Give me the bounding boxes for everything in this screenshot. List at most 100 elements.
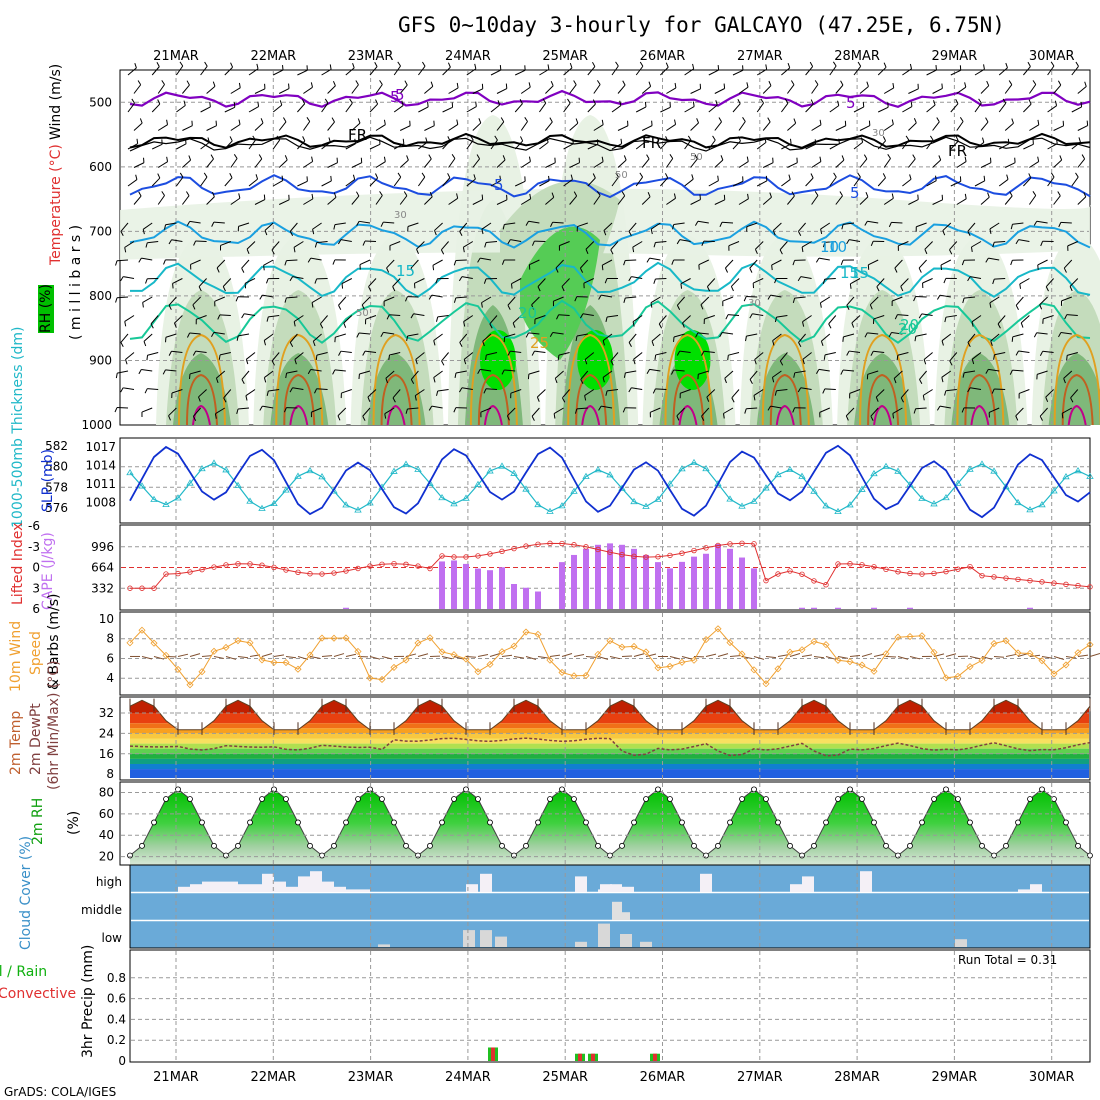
wind-barb-feather (188, 155, 192, 161)
li-tick: -6 (28, 519, 40, 533)
wind-barb-feather (985, 257, 989, 263)
wind-barb (463, 352, 474, 360)
wind-barb (321, 141, 331, 150)
rh-marker (427, 842, 433, 849)
wind-barb (313, 333, 322, 342)
wind-barb-feather (978, 98, 982, 104)
wind-barb-feather (388, 354, 390, 361)
wind-barb (974, 68, 985, 76)
wind-barb-feather (1045, 286, 1049, 292)
wind-barb-feather (238, 82, 241, 88)
li-tick: 3 (32, 581, 40, 595)
wind-barb (289, 333, 298, 343)
wind-barb (200, 65, 208, 76)
top-date-21MAR: 21MAR (153, 49, 199, 64)
wind-barb (206, 158, 214, 168)
wind-barb (461, 276, 473, 279)
wind-barb (908, 158, 916, 168)
wind-barb (990, 333, 1000, 342)
wind-barb (195, 240, 207, 242)
rh-tick: 40 (99, 828, 114, 842)
wind-barb-feather (673, 193, 677, 199)
wind-barb (798, 222, 806, 232)
cloud-low-bar (495, 936, 507, 947)
wind-barb-feather (436, 390, 439, 396)
wind-barb (617, 125, 629, 131)
wind-barb-feather (150, 323, 154, 329)
wind-barb-feather (841, 155, 845, 161)
wind-barb-feather (653, 278, 656, 284)
wind-frame (119, 611, 1091, 696)
thickness-marker (858, 485, 866, 492)
wind10m-barb (1053, 655, 1065, 660)
cape-bar (607, 543, 613, 609)
wind-barb-feather (506, 415, 510, 421)
wind-barb-feather (912, 154, 916, 160)
wind-barb-feather (211, 191, 215, 197)
wind-barb (921, 313, 933, 316)
wind-speed-marker (402, 656, 410, 664)
wind-barb (722, 296, 734, 302)
wind-barb (1077, 125, 1088, 131)
wind-barb (580, 259, 589, 269)
rh-marker (919, 819, 925, 826)
wind-barb (230, 197, 241, 205)
wind-barb-feather (1010, 224, 1013, 230)
wind-barb-feather (745, 336, 747, 342)
temp-tick: 24 (99, 726, 114, 740)
wind10m-barb (225, 655, 237, 660)
wind10m-barb (681, 655, 693, 660)
contour-label: 50 (356, 308, 369, 319)
cape-bar (559, 562, 565, 609)
wind-barb (842, 369, 855, 372)
wind-barb (580, 370, 589, 380)
wind-barb-feather (1006, 174, 1009, 180)
wind-barb (220, 241, 231, 246)
wind-barb (1063, 370, 1073, 379)
wind-barb-feather (542, 98, 547, 104)
thickness-marker (654, 495, 662, 502)
wind-barb-feather (236, 335, 239, 341)
wind-barb-feather (507, 239, 511, 245)
cape-bar (487, 570, 493, 609)
thickness-marker (1074, 467, 1082, 474)
wind-barb (754, 352, 764, 360)
rh-dark-cell (1048, 353, 1100, 425)
wind-barb (410, 370, 419, 380)
wind-barb-feather (235, 296, 239, 302)
wind-barb-feather (692, 63, 695, 69)
wind-barb-feather (936, 294, 941, 300)
wind-barb (463, 241, 474, 248)
wind-barb-feather (816, 369, 820, 374)
wind-barb-feather (862, 101, 865, 108)
pressure-tick-900: 900 (89, 353, 112, 367)
wind-barb-feather (1069, 286, 1073, 292)
temp-band (130, 713, 1089, 724)
wind-barb (553, 407, 564, 415)
wind-barb-feather (1064, 314, 1068, 320)
wind-barb-feather (161, 80, 165, 85)
wind-barb-feather (207, 137, 210, 143)
wind-barb-feather (887, 154, 891, 159)
wind-barb-feather (263, 340, 266, 346)
wind-barb (989, 222, 1000, 230)
wind-barb-feather (361, 304, 365, 310)
wind-barb (241, 259, 250, 269)
wind-barb (1077, 158, 1086, 168)
wind-speed-marker (678, 658, 686, 666)
wind-barb-feather (284, 155, 288, 161)
wind-barb-feather (138, 369, 142, 375)
precip-conv-bar (591, 1053, 595, 1061)
wind-barb-feather (579, 267, 584, 273)
wind-barb (171, 350, 183, 353)
wind-barb (770, 405, 782, 409)
wind-barb-feather (510, 283, 513, 289)
wind-barb-feather (833, 172, 837, 178)
wind-barb-feather (598, 294, 602, 300)
wind-barb (805, 143, 816, 150)
precip-tick: 0.6 (107, 992, 126, 1006)
rh-marker (907, 842, 913, 849)
wind-barb (731, 278, 740, 287)
